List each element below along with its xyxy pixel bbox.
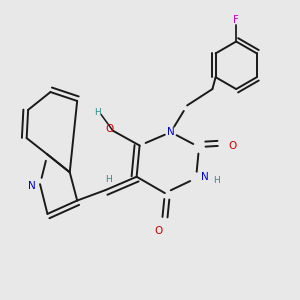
- Text: F: F: [233, 15, 239, 25]
- Text: N: N: [167, 127, 175, 137]
- Text: H: H: [94, 108, 101, 117]
- Text: O: O: [155, 226, 163, 236]
- Text: N: N: [28, 181, 36, 191]
- Text: H: H: [105, 175, 112, 184]
- Text: O: O: [105, 124, 113, 134]
- Text: N: N: [200, 172, 208, 182]
- Text: H: H: [214, 176, 220, 185]
- Text: O: O: [229, 140, 237, 151]
